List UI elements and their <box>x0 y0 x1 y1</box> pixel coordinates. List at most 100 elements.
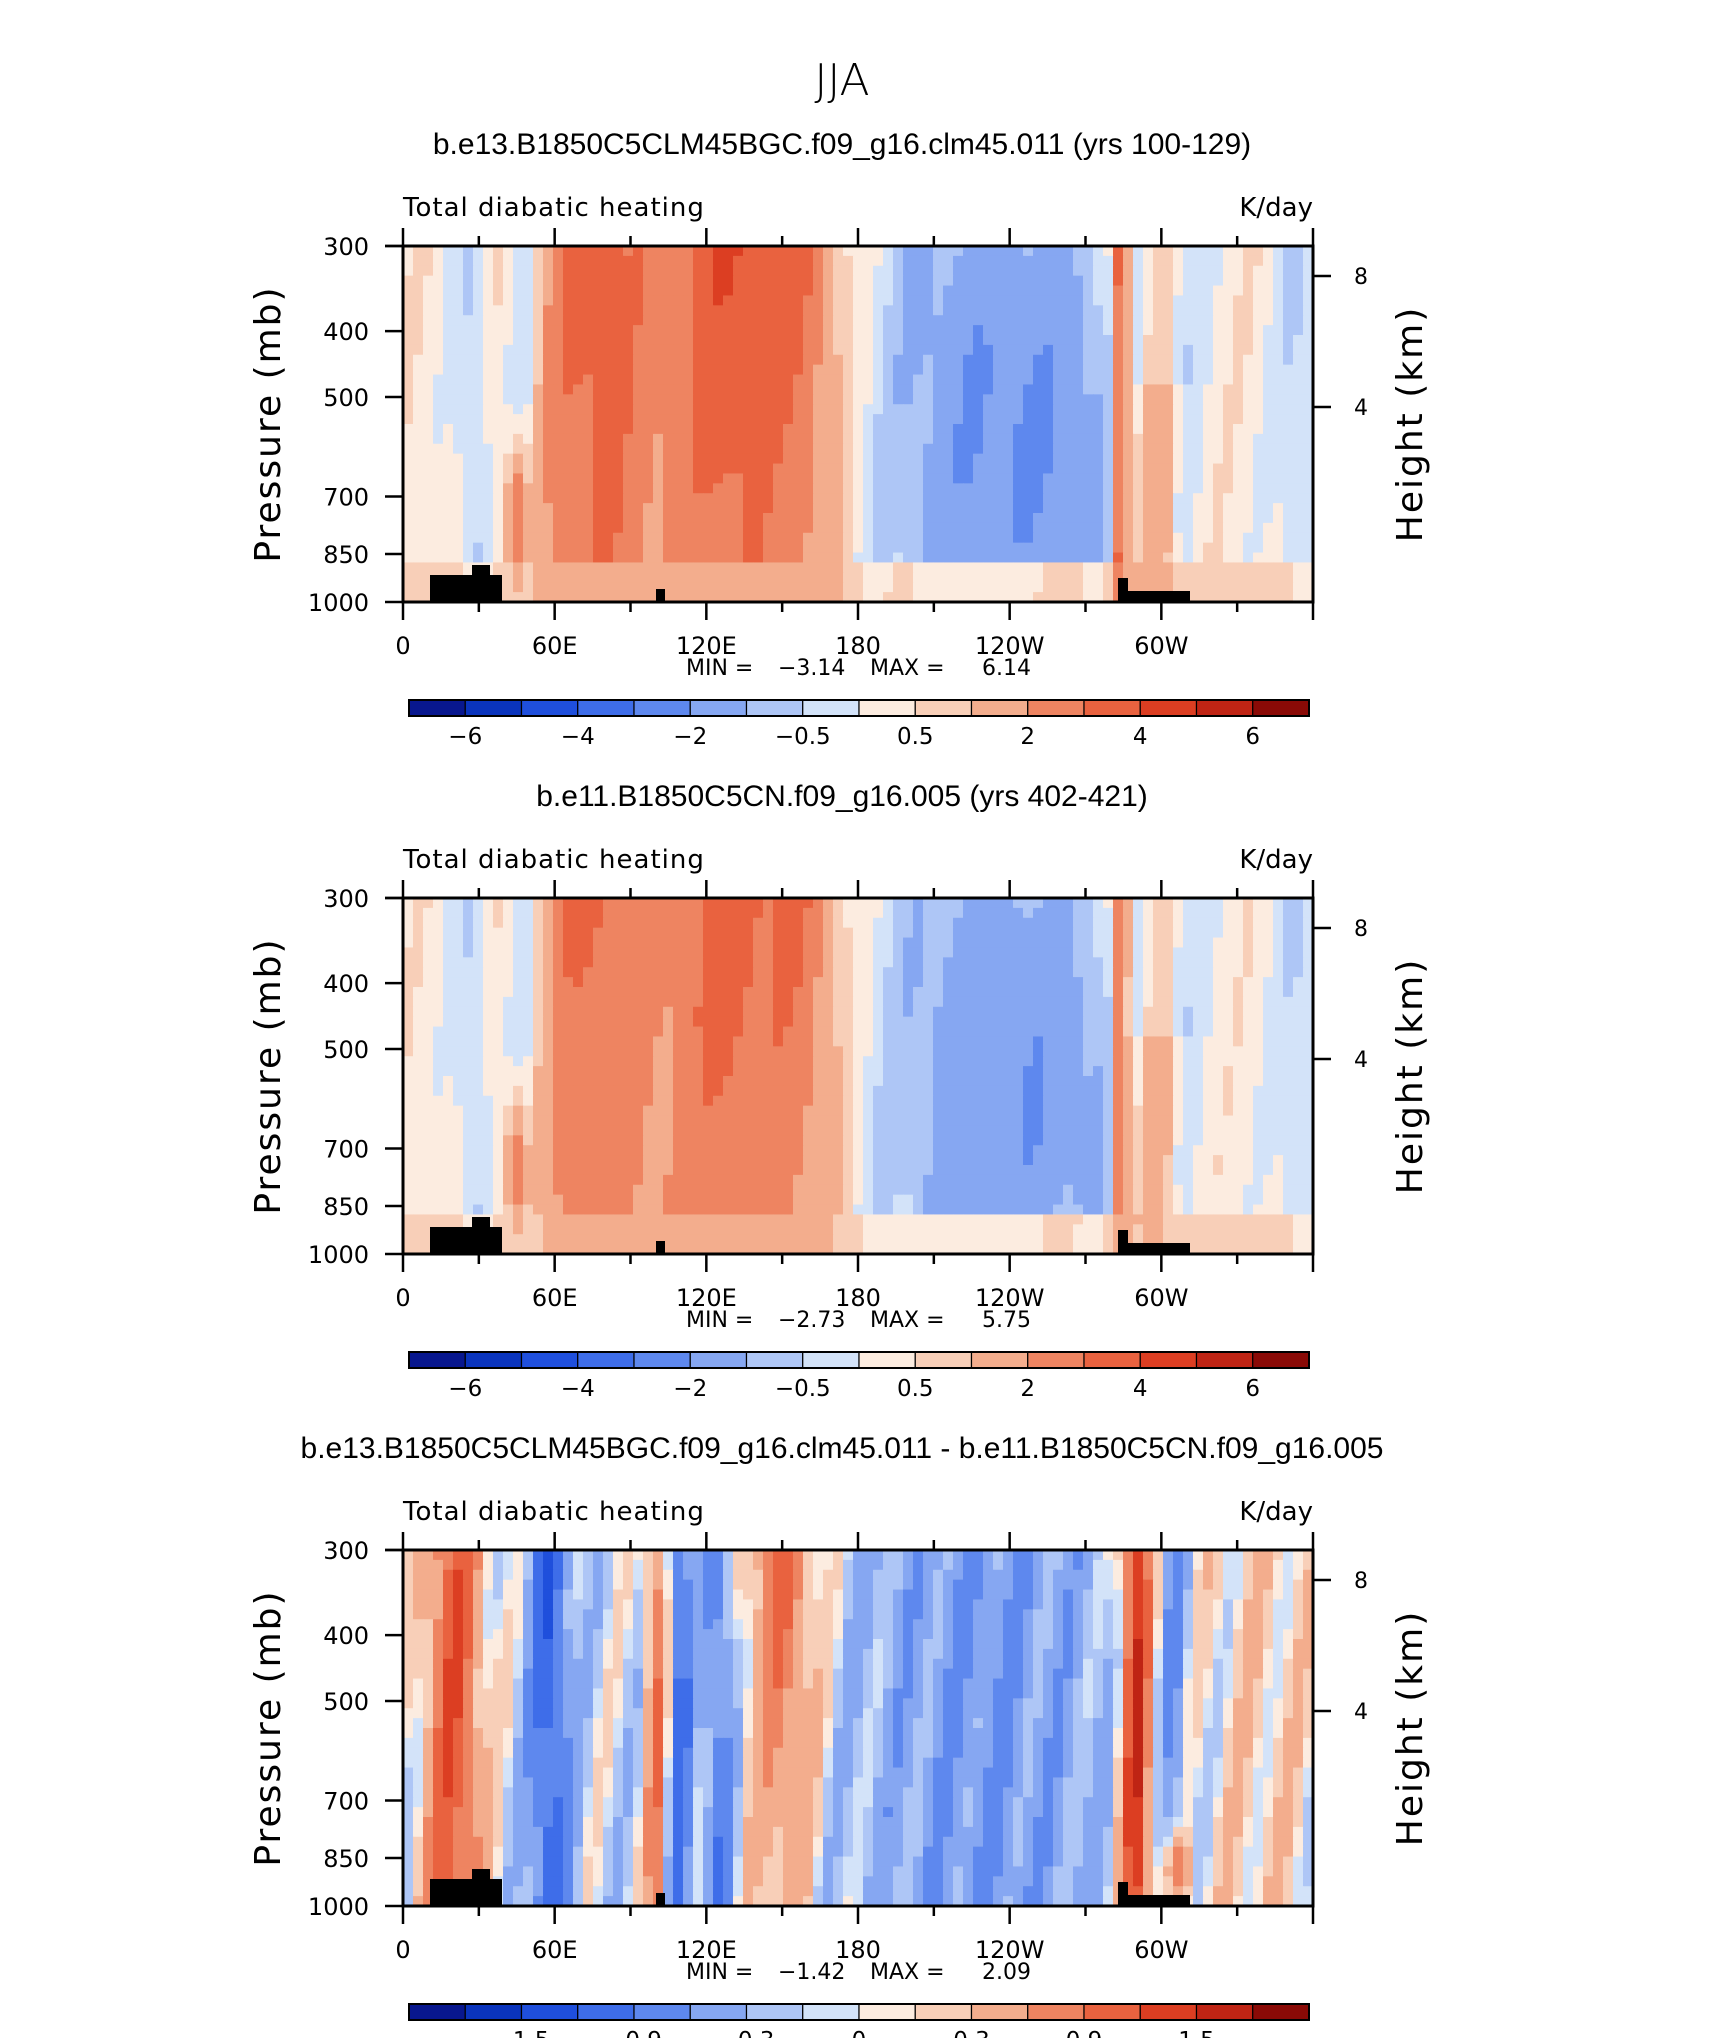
heatmap-cell <box>1093 898 1104 909</box>
heatmap-cell <box>403 295 414 306</box>
heatmap-cell <box>1213 433 1224 445</box>
heatmap-cell <box>673 957 684 968</box>
heatmap-cell <box>463 977 474 988</box>
heatmap-cell <box>963 493 974 504</box>
heatmap-cell <box>463 265 474 277</box>
heatmap-cell <box>403 285 414 297</box>
heatmap-cell <box>1213 957 1224 968</box>
heatmap-cell <box>403 433 414 445</box>
heatmap-cell <box>1203 463 1214 475</box>
heatmap-cell <box>453 927 464 939</box>
heatmap-cell <box>603 1036 614 1047</box>
heatmap-cell <box>653 532 664 544</box>
heatmap-cell <box>843 354 854 366</box>
heatmap-cell <box>1123 503 1134 514</box>
heatmap-cell <box>503 987 514 998</box>
heatmap-cell <box>553 354 564 366</box>
heatmap-cell <box>1293 246 1304 257</box>
heatmap-cell <box>553 463 564 475</box>
heatmap-cell <box>473 295 484 306</box>
heatmap-cell <box>873 582 884 593</box>
heatmap-cell <box>723 443 734 455</box>
heatmap-cell <box>1103 335 1114 346</box>
heatmap-cell <box>1093 1016 1104 1028</box>
heatmap-cell <box>653 265 664 277</box>
heatmap-cell <box>1083 275 1094 287</box>
heatmap-cell <box>963 927 974 939</box>
heatmap-cell <box>593 295 604 306</box>
heatmap-cell <box>543 1026 554 1038</box>
heatmap-cell <box>1253 503 1264 514</box>
heatmap-cell <box>1233 325 1244 336</box>
heatmap-cell <box>703 374 714 386</box>
heatmap-cell <box>603 473 614 484</box>
heatmap-cell <box>433 927 444 939</box>
heatmap-cell <box>793 394 804 405</box>
colorbar-box <box>914 699 973 717</box>
heatmap-cell <box>463 325 474 336</box>
heatmap-cell <box>493 1006 504 1018</box>
heatmap-cell <box>1153 947 1164 958</box>
heatmap-cell <box>1283 285 1294 297</box>
heatmap-cell <box>1093 513 1104 524</box>
heatmap-cell <box>1023 384 1034 395</box>
heatmap-cell <box>1053 364 1064 376</box>
colorbar-box <box>802 699 860 717</box>
heatmap-cell <box>843 513 854 524</box>
heatmap-cell <box>1243 443 1254 455</box>
heatmap-cell <box>1023 927 1034 939</box>
heatmap-cell <box>893 335 904 346</box>
heatmap-cell <box>793 414 804 425</box>
heatmap-cell <box>1023 305 1034 316</box>
heatmap-cell <box>883 285 894 297</box>
heatmap-cell <box>473 424 484 435</box>
heatmap-cell <box>1183 522 1194 534</box>
heatmap-cell <box>1073 592 1084 603</box>
heatmap-cell <box>923 424 934 435</box>
heatmap-cell <box>1293 394 1304 405</box>
heatmap-cell <box>993 513 1004 524</box>
heatmap-cell <box>663 947 674 958</box>
heatmap-cell <box>713 917 724 929</box>
heatmap-cell <box>773 552 784 564</box>
heatmap-cell <box>1003 967 1014 978</box>
heatmap-cell <box>453 1036 464 1047</box>
heatmap-cell <box>1013 255 1024 267</box>
heatmap-cell <box>413 542 424 554</box>
heatmap-cell <box>613 424 624 435</box>
heatmap-cell <box>743 1056 754 1067</box>
heatmap-cell <box>1133 325 1144 336</box>
heatmap-cell <box>1203 394 1214 405</box>
heatmap-cell <box>493 542 504 554</box>
heatmap-cell <box>413 246 424 257</box>
heatmap-cell <box>1143 404 1154 415</box>
heatmap-cell <box>523 453 534 465</box>
heatmap-cell <box>803 394 814 405</box>
heatmap-cell <box>983 364 994 376</box>
heatmap-cell <box>583 246 594 257</box>
heatmap-cell <box>1153 473 1164 484</box>
heatmap-cell <box>463 1036 474 1047</box>
heatmap-cell <box>863 344 874 356</box>
heatmap-cell <box>883 424 894 435</box>
heatmap-cell <box>563 453 574 465</box>
heatmap-cell <box>603 937 614 949</box>
heatmap-cell <box>1203 977 1214 988</box>
heatmap-cell <box>1263 453 1274 465</box>
heatmap-cell <box>723 1016 734 1028</box>
heatmap-cell <box>943 275 954 287</box>
heatmap-cell <box>893 1046 904 1057</box>
heatmap-cell <box>833 364 844 376</box>
heatmap-cell <box>1023 503 1034 514</box>
heatmap-cell <box>1223 572 1234 583</box>
heatmap-cell <box>533 443 544 455</box>
heatmap-cell <box>843 404 854 415</box>
heatmap-cell <box>973 1056 984 1067</box>
heatmap-cell <box>653 957 664 968</box>
heatmap-cell <box>503 483 514 494</box>
heatmap-cell <box>463 433 474 445</box>
heatmap-cell <box>963 957 974 968</box>
heatmap-cell <box>1043 987 1054 998</box>
heatmap-cell <box>433 957 444 968</box>
heatmap-cell <box>553 977 564 988</box>
